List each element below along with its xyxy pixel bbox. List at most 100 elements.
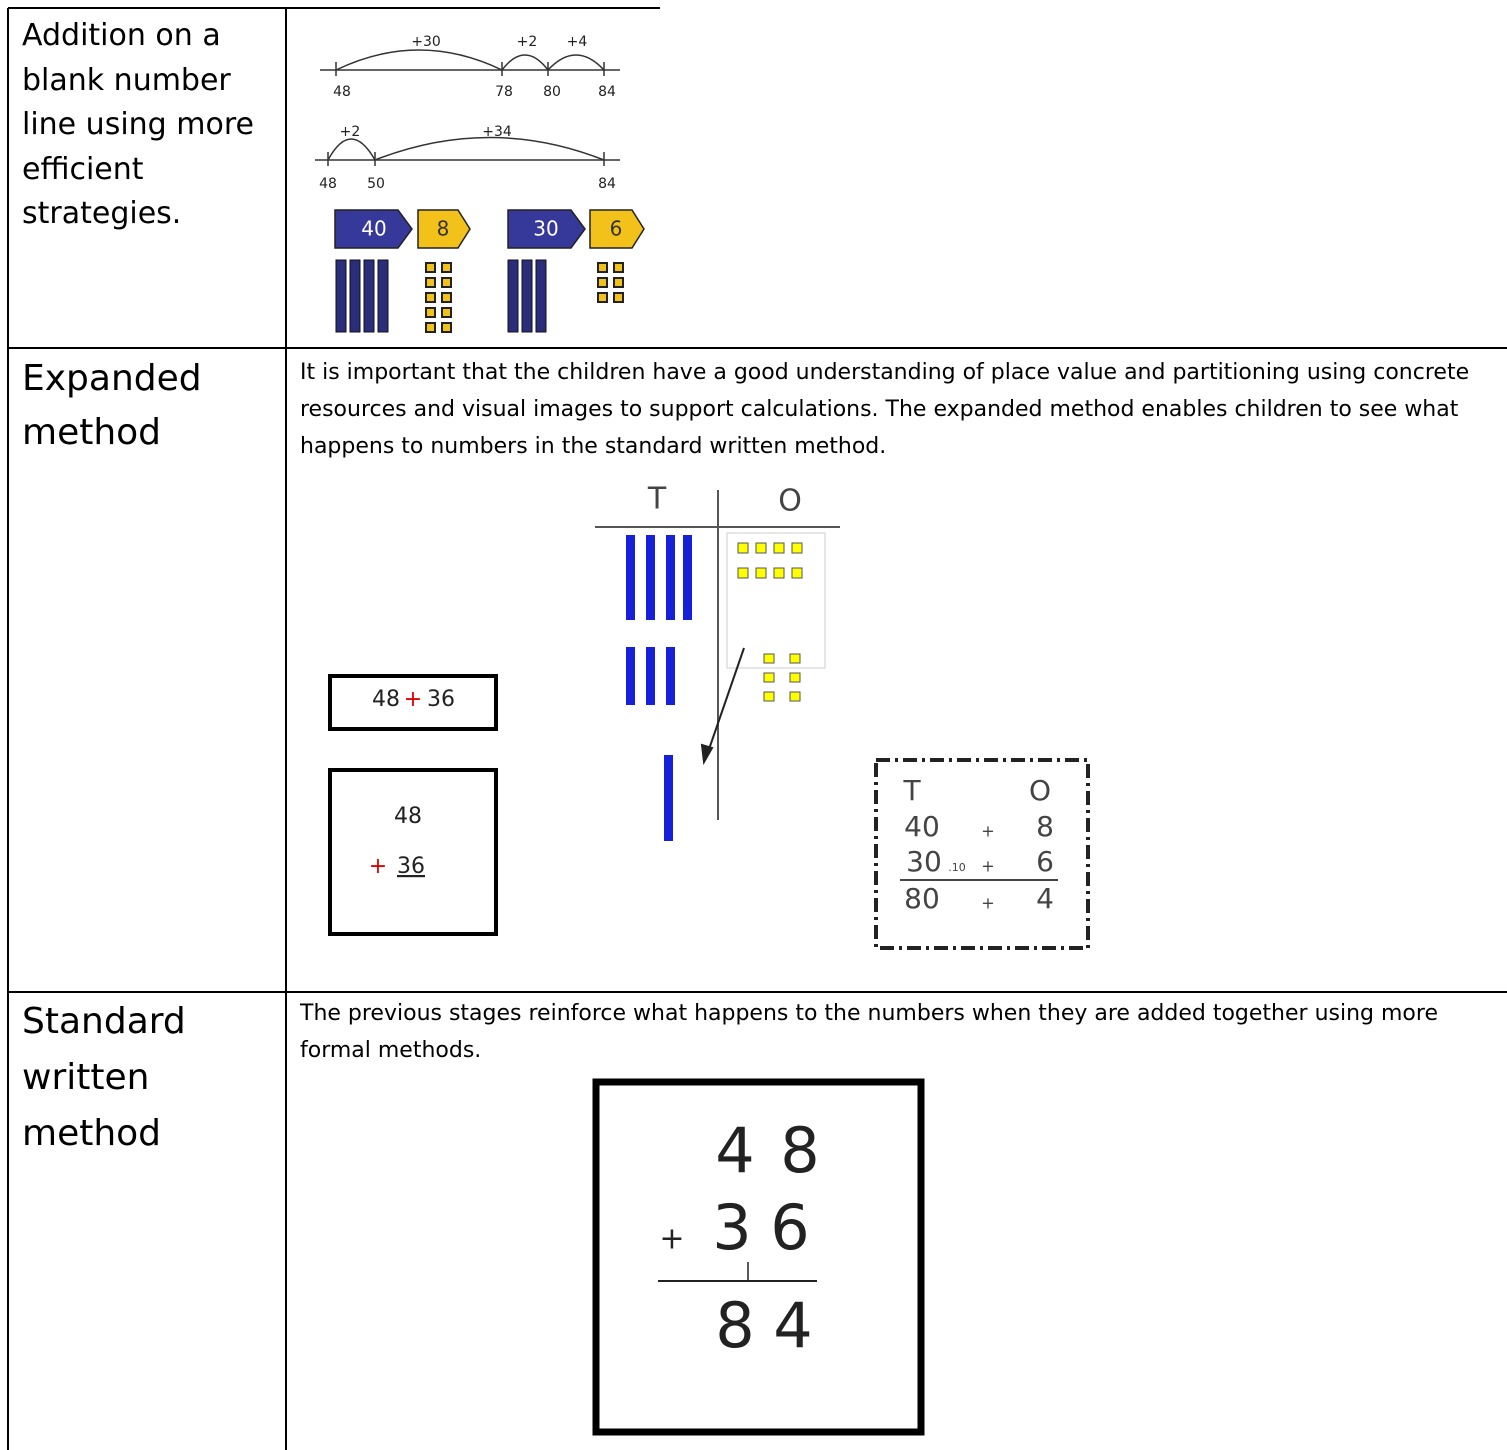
unit-cube [763,691,775,702]
unit-cube [737,567,749,579]
arrow-cards [334,209,645,249]
jump-label: +4 [567,34,588,50]
mark-label: 50 [367,176,385,192]
unit-cube [763,653,775,664]
arrow-card-label: 40 [361,217,386,241]
partition-cell: 80 [904,882,940,915]
unit-cube [425,262,436,273]
jump-label: +2 [340,124,361,140]
unit-cube [763,672,775,683]
unit-cube [613,292,624,303]
column-header: O [778,484,802,519]
mark-label: 48 [319,176,337,192]
unit-cube [597,262,608,273]
row-label: Standard written method [22,1001,186,1154]
unit-cube [737,542,749,554]
partition-op: + [981,894,994,913]
partition-box [874,758,1090,950]
digit: 3 [712,1191,751,1264]
ten-rod [363,259,375,333]
unit-cube [789,691,801,702]
digit: 4 [773,1289,812,1362]
ten-rod [664,755,673,841]
partition-header: T [902,774,921,807]
unit-cube [441,292,452,303]
row-label: Expanded method [22,358,202,453]
mark-label: 84 [598,176,616,192]
unit-cube [613,277,624,288]
op: + [659,1222,684,1257]
arrow-card-label: 30 [533,217,558,241]
unit-cube [791,542,803,554]
ten-rod [646,647,655,705]
jump-label: +34 [482,124,512,140]
standard-box [592,1078,925,1436]
sum-box [328,768,498,936]
unit-cube [597,277,608,288]
unit-cube [425,292,436,303]
arrow-card-label: 8 [437,217,450,241]
arrow-card-label: 6 [610,217,623,241]
digit: 4 [715,1114,754,1187]
row-text: It is important that the children have a… [300,360,1470,459]
exchange-box [726,532,826,669]
unit-cube [441,262,452,273]
mark-label: 80 [543,84,561,100]
ten-rod [507,259,519,333]
ten-rod [626,647,635,705]
base-ten-blocks [626,535,803,841]
sum-box [328,674,498,731]
mark-label: 48 [333,84,351,100]
unit-cube [789,653,801,664]
ten-rod [335,259,347,333]
unit-cube [773,542,785,554]
base-ten-blocks [335,259,624,333]
sum-text: 36 [397,854,425,879]
ten-rod [683,535,692,620]
digit: 8 [780,1114,819,1187]
partition-op: + [981,857,994,876]
ten-rod [666,647,675,705]
partition-header: O [1029,774,1051,807]
sum-op: + [404,687,422,712]
unit-cube [441,322,452,333]
row-text: The previous stages reinforce what happe… [300,1001,1438,1063]
partition-cell: 30 [906,845,942,878]
sum-text: 36 [427,687,455,712]
ten-rod [521,259,533,333]
partition-cell: 4 [1036,882,1054,915]
ten-rod [535,259,547,333]
unit-cube [425,307,436,318]
carry-label: .10 [948,861,966,874]
unit-cube [441,307,452,318]
partition-cell: 6 [1036,845,1054,878]
column-header: T [647,482,667,517]
ten-rod [349,259,361,333]
unit-cube [791,567,803,579]
unit-cube [773,567,785,579]
unit-cube [597,292,608,303]
digit: 8 [715,1289,754,1362]
ten-rod [377,259,389,333]
jump-label: +2 [517,34,538,50]
row-label: Addition on a blank number line using mo… [22,18,254,231]
jump-label: +30 [411,34,441,50]
mark-label: 78 [495,84,513,100]
sum-text: 48 [372,687,400,712]
mark-label: 84 [598,84,616,100]
table-grid [7,7,1507,1450]
ten-rod [666,535,675,620]
unit-cube [789,672,801,683]
sum-op: + [369,854,387,879]
partition-cell: 8 [1036,810,1054,843]
exchange-arrow [700,647,745,766]
unit-cube [613,262,624,273]
number-line-1 [320,49,620,76]
unit-cube [441,277,452,288]
unit-cube [425,277,436,288]
ten-rod [646,535,655,620]
partition-op: + [981,822,994,841]
sum-text: 48 [394,804,422,829]
